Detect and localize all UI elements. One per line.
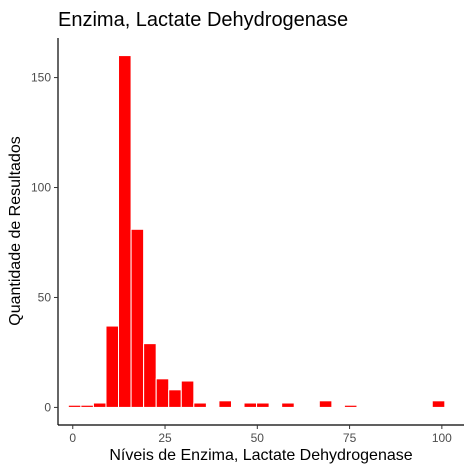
histogram-bar <box>431 400 446 408</box>
x-axis-label: Níveis de Enzima, Lactate Dehydrogenase <box>109 447 412 464</box>
x-tick-label: 0 <box>69 431 76 445</box>
histogram-bar <box>155 378 170 408</box>
histogram-bar <box>180 380 195 408</box>
histogram-bar <box>105 325 120 408</box>
histogram-bar <box>243 402 258 408</box>
histogram-bar <box>168 389 182 408</box>
y-tick-label: 0 <box>44 400 51 414</box>
x-tick-label: 50 <box>251 431 265 445</box>
histogram-bar <box>80 404 94 408</box>
plot-area <box>67 55 446 408</box>
histogram-bar <box>256 402 270 408</box>
histogram-bar <box>218 400 232 408</box>
histogram-bar <box>281 402 295 408</box>
histogram-bar <box>143 343 157 408</box>
histogram-bar <box>130 228 145 408</box>
x-tick-label: 100 <box>432 431 452 445</box>
y-axis-label: Quantidade de Resultados <box>7 136 24 325</box>
histogram-bar <box>67 404 82 408</box>
x-tick-label: 75 <box>343 431 357 445</box>
histogram-bar <box>343 404 358 408</box>
histogram-bar <box>92 402 107 408</box>
x-axis-ticks: 0 25 50 75 100 <box>69 425 452 445</box>
histogram-bar <box>118 55 132 408</box>
histogram-bar <box>193 402 207 408</box>
chart-title: Enzima, Lactate Dehydrogenase <box>58 9 348 31</box>
y-axis-ticks: 0 50 100 150 <box>31 71 58 414</box>
y-tick-label: 150 <box>31 71 51 85</box>
histogram-bar <box>318 400 333 408</box>
x-tick-label: 25 <box>158 431 172 445</box>
y-tick-label: 50 <box>38 290 52 304</box>
y-tick-label: 100 <box>31 181 51 195</box>
